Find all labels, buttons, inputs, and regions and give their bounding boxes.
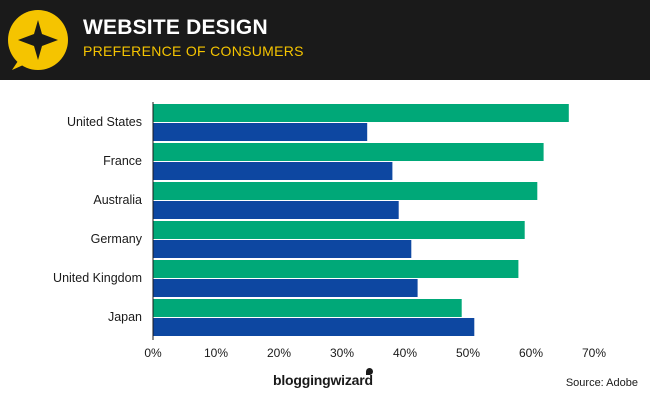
bar-united-states-series-1 [153, 104, 569, 122]
source-note: Source: Adobe [565, 377, 638, 389]
category-label: France [103, 154, 142, 168]
x-tick-label: 0% [144, 346, 162, 360]
bar-united-kingdom-series-1 [153, 260, 519, 278]
bar-france-series-2 [153, 162, 393, 180]
x-tick-label: 60% [519, 346, 543, 360]
category-label: Japan [108, 310, 142, 324]
bar-australia-series-1 [153, 182, 538, 200]
brand-pin-icon [366, 368, 373, 375]
brand-logo-text: bloggingwizard [273, 372, 373, 388]
category-label: Germany [91, 232, 143, 246]
bar-united-kingdom-series-2 [153, 279, 418, 297]
bar-japan-series-1 [153, 299, 462, 317]
bar-chart: United States France Australia Germany Unite… [53, 102, 606, 360]
page-title: WEBSITE DESIGN [83, 16, 268, 39]
bar-japan-series-2 [153, 318, 475, 336]
bar-germany-series-2 [153, 240, 412, 258]
x-tick-label: 30% [330, 346, 354, 360]
x-tick-label: 50% [456, 346, 480, 360]
x-tick-label: 10% [204, 346, 228, 360]
header-banner: WEBSITE DESIGN PREFERENCE OF CONSUMERS [0, 0, 650, 80]
page-subtitle: PREFERENCE OF CONSUMERS [83, 43, 304, 59]
category-label: United Kingdom [53, 271, 142, 285]
category-label: Australia [93, 193, 142, 207]
bar-united-states-series-2 [153, 123, 368, 141]
bar-france-series-1 [153, 143, 544, 161]
bar-australia-series-2 [153, 201, 399, 219]
x-tick-label: 40% [393, 346, 417, 360]
bar-germany-series-1 [153, 221, 525, 239]
x-tick-label: 20% [267, 346, 291, 360]
star-speech-bubble-icon [8, 10, 68, 70]
x-tick-label: 70% [582, 346, 606, 360]
category-label: United States [67, 115, 142, 129]
